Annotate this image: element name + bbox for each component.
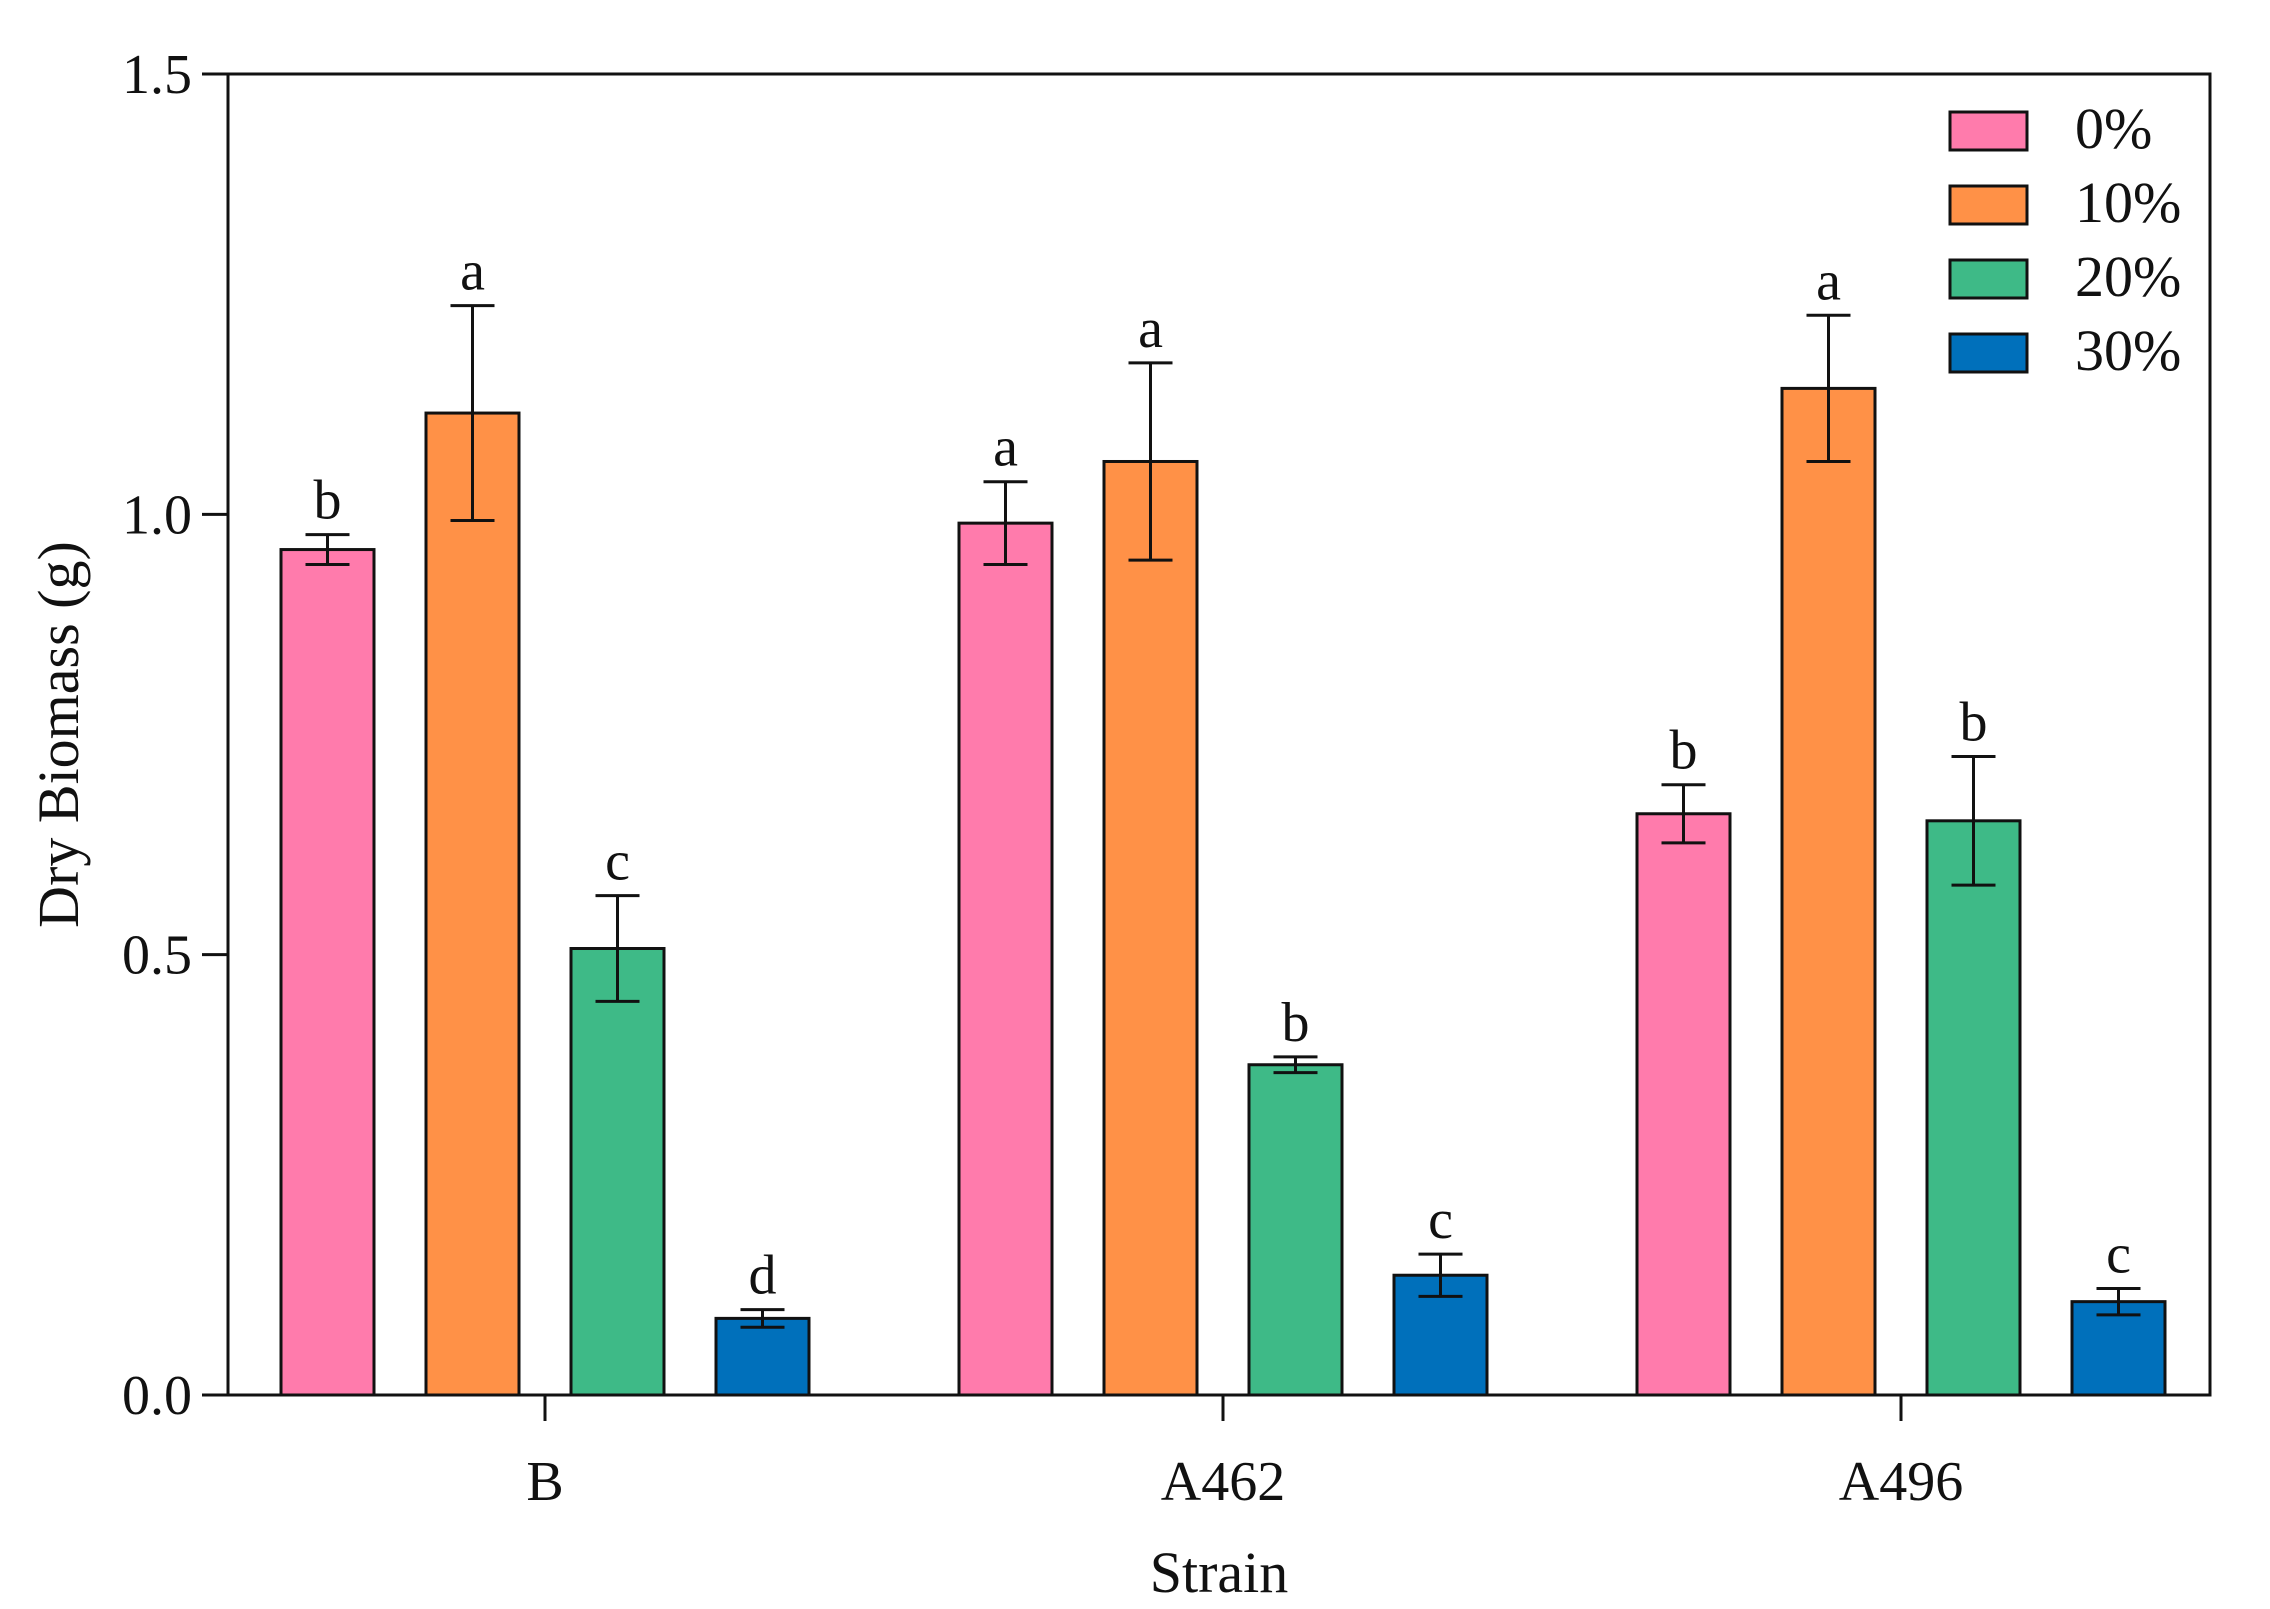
x-tick-label: A496 (1839, 1451, 1963, 1513)
bar (957, 521, 1054, 1397)
significance-label: b (314, 470, 342, 532)
significance-labels-layer: b a c d a a b c b a b c (314, 241, 2131, 1307)
legend-label: 20% (2075, 244, 2181, 309)
legend-label: 10% (2075, 170, 2181, 235)
error-bars-layer (305, 304, 2141, 1329)
significance-label: a (1816, 250, 1841, 312)
legend-swatch (1948, 184, 2029, 226)
y-tick-label: 0.0 (122, 1365, 192, 1427)
bar (424, 411, 521, 1397)
significance-label: c (605, 831, 630, 893)
bar (1780, 386, 1877, 1397)
y-tick-label: 1.0 (122, 484, 192, 546)
x-tick-label: B (526, 1451, 563, 1513)
y-axis: 0.0 0.5 1.0 1.5 (122, 44, 228, 1427)
x-axis-title: Strain (1150, 1540, 1289, 1604)
significance-label: b (1282, 992, 1310, 1054)
bar (714, 1316, 811, 1397)
bar (2070, 1300, 2167, 1397)
significance-label: d (749, 1245, 777, 1307)
y-tick-label: 0.5 (122, 925, 192, 987)
significance-label: b (1670, 720, 1698, 782)
bar (1925, 819, 2022, 1397)
bar (1247, 1063, 1344, 1397)
significance-label: a (1138, 298, 1163, 360)
x-axis: B A462 A496 (526, 1395, 1963, 1513)
legend-label: 0% (2075, 96, 2152, 161)
y-tick-label: 1.5 (122, 44, 192, 106)
legend-swatch (1948, 110, 2029, 152)
significance-label: a (460, 241, 485, 303)
legend: 0% 10% 20% 30% (1948, 96, 2181, 383)
y-axis-title: Dry Biomass (g) (26, 541, 91, 928)
legend-swatch (1948, 332, 2029, 374)
plot-frame (226, 72, 2212, 1397)
significance-label: a (993, 417, 1018, 479)
bar (1102, 459, 1199, 1397)
legend-swatch (1948, 258, 2029, 300)
significance-label: c (1428, 1189, 1453, 1251)
significance-label: b (1960, 692, 1988, 754)
bars-layer (279, 386, 2167, 1397)
bar (279, 548, 376, 1397)
bar (569, 947, 666, 1397)
bar (1635, 812, 1732, 1397)
significance-label: c (2106, 1223, 2131, 1285)
legend-label: 30% (2075, 318, 2181, 383)
x-tick-label: A462 (1161, 1451, 1285, 1513)
